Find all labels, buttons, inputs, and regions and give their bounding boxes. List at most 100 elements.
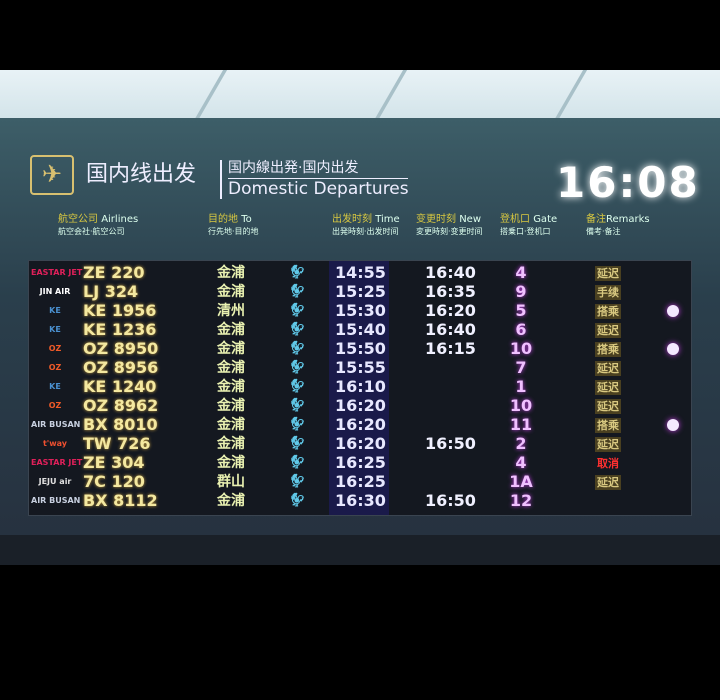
airline-logo: KE (49, 325, 61, 334)
departure-plane-icon: ✈ (30, 155, 74, 195)
gate: 2 (515, 434, 527, 453)
remark: 手续 (595, 285, 621, 300)
flight-row: KE KE 1956 清州 🐓︎ 15:30 16:20 5 搭乘 (29, 302, 693, 320)
gate: 1A (509, 472, 533, 491)
remark: 延迟 (595, 475, 621, 490)
board-frame (0, 535, 720, 565)
new-time: 16:50 (425, 491, 476, 510)
destination: 金浦 (217, 417, 245, 433)
remark: 延迟 (595, 266, 621, 281)
scheduled-time: 15:55 (335, 358, 386, 377)
airline-logo: OZ (48, 401, 62, 410)
col-time: 出发时刻 Time 出発時刻·出发时间 (332, 214, 400, 236)
flight-row: KE KE 1240 金浦 🐓︎ 16:10 1 延迟 (29, 378, 693, 396)
scheduled-time: 16:25 (335, 472, 386, 491)
gate: 4 (515, 453, 527, 472)
flight-number: ZE 220 (83, 263, 145, 282)
airline-logo: OZ (48, 363, 62, 372)
flight-row: KE KE 1236 金浦 🐓︎ 15:40 16:40 6 延迟 (29, 321, 693, 339)
bird-icon: 🐓︎ (289, 379, 306, 394)
airline-logo: EASTAR JET (31, 458, 83, 467)
flight-number: KE 1236 (83, 320, 157, 339)
gate: 7 (515, 358, 527, 377)
airline-logo: JEJU air (38, 477, 72, 486)
flight-row: JEJU air 7C 120 群山 🐓︎ 16:25 1A 延迟 (29, 473, 693, 491)
col-gate: 登机口 Gate 搭乗口·登机口 (500, 214, 558, 236)
flight-row: OZ OZ 8950 金浦 🐓︎ 15:50 16:15 10 搭乘 (29, 340, 693, 358)
airline-logo: KE (49, 382, 61, 391)
flight-number: KE 1240 (83, 377, 157, 396)
destination: 金浦 (217, 341, 245, 357)
bird-icon: 🐓︎ (289, 303, 306, 318)
flight-number: BX 8010 (83, 415, 158, 434)
new-time: 16:50 (425, 434, 476, 453)
flight-row: AIR BUSAN BX 8112 金浦 🐓︎ 16:30 16:50 12 (29, 492, 693, 510)
scheduled-time: 15:30 (335, 301, 386, 320)
gate: 9 (515, 282, 527, 301)
flight-row: OZ OZ 8962 金浦 🐓︎ 16:20 10 延迟 (29, 397, 693, 415)
gate: 12 (509, 491, 533, 510)
flight-row: EASTAR JET ZE 304 金浦 🐓︎ 16:25 4 取消 (29, 454, 693, 472)
boarding-indicator-icon (667, 343, 679, 355)
boarding-indicator-icon (667, 305, 679, 317)
gate: 6 (515, 320, 527, 339)
bird-icon: 🐓︎ (289, 265, 306, 280)
flight-number: ZE 304 (83, 453, 145, 472)
destination: 金浦 (217, 360, 245, 376)
bird-icon: 🐓︎ (289, 322, 306, 337)
gate: 10 (509, 339, 533, 358)
flight-number: LJ 324 (83, 282, 139, 301)
gate: 4 (515, 263, 527, 282)
destination: 金浦 (217, 284, 245, 300)
remark: 延迟 (595, 380, 621, 395)
remark: 延迟 (595, 323, 621, 338)
flight-number: BX 8112 (83, 491, 158, 510)
airline-logo: OZ (48, 344, 62, 353)
flight-list: EASTAR JET ZE 220 金浦 🐓︎ 14:55 16:40 4 延迟 JIN AIR… (28, 260, 692, 516)
gate: 11 (509, 415, 533, 434)
flight-row: AIR BUSAN BX 8010 金浦 🐓︎ 16:20 11 搭乘 (29, 416, 693, 434)
subtitle-jp: 国内線出発·国内出发 (228, 160, 408, 179)
board-title: 国内线出发 (86, 162, 197, 187)
airline-logo: JIN AIR (39, 287, 71, 296)
flight-number: 7C 120 (83, 472, 145, 491)
flight-number: KE 1956 (83, 301, 157, 320)
scheduled-time: 15:25 (335, 282, 386, 301)
bird-icon: 🐓︎ (289, 398, 306, 413)
flight-number: OZ 8962 (83, 396, 159, 415)
remark: 搭乘 (595, 418, 621, 433)
scheduled-time: 16:30 (335, 491, 386, 510)
remark: 取消 (597, 457, 619, 470)
gate: 10 (509, 396, 533, 415)
boarding-indicator-icon (667, 419, 679, 431)
scheduled-time: 15:50 (335, 339, 386, 358)
gate: 5 (515, 301, 527, 320)
scheduled-time: 15:40 (335, 320, 386, 339)
airline-logo: t'way (42, 439, 68, 448)
board-subtitle: 国内線出発·国内出发 Domestic Departures (220, 160, 409, 199)
bird-icon: 🐓︎ (289, 360, 306, 375)
scheduled-time: 16:20 (335, 396, 386, 415)
flight-number: TW 726 (83, 434, 151, 453)
destination: 金浦 (217, 493, 245, 509)
flight-row: JIN AIR LJ 324 金浦 🐓︎ 15:25 16:35 9 手续 (29, 283, 693, 301)
airline-logo: EASTAR JET (31, 268, 83, 277)
bird-icon: 🐓︎ (289, 341, 306, 356)
scheduled-time: 16:10 (335, 377, 386, 396)
col-remarks: 备注Remarks 備考·备注 (586, 214, 650, 236)
bird-icon: 🐓︎ (289, 417, 306, 432)
bird-icon: 🐓︎ (289, 493, 306, 508)
new-time: 16:40 (425, 263, 476, 282)
remark: 延迟 (595, 437, 621, 452)
scheduled-time: 16:20 (335, 415, 386, 434)
destination: 金浦 (217, 436, 245, 452)
destination: 金浦 (217, 455, 245, 471)
flight-number: OZ 8950 (83, 339, 159, 358)
col-new: 变更时刻 New 変更時刻·变更时间 (416, 214, 483, 236)
destination: 金浦 (217, 398, 245, 414)
remark: 延迟 (595, 399, 621, 414)
destination: 金浦 (217, 322, 245, 338)
bird-icon: 🐓︎ (289, 284, 306, 299)
flight-number: OZ 8956 (83, 358, 159, 377)
airline-logo: KE (49, 306, 61, 315)
